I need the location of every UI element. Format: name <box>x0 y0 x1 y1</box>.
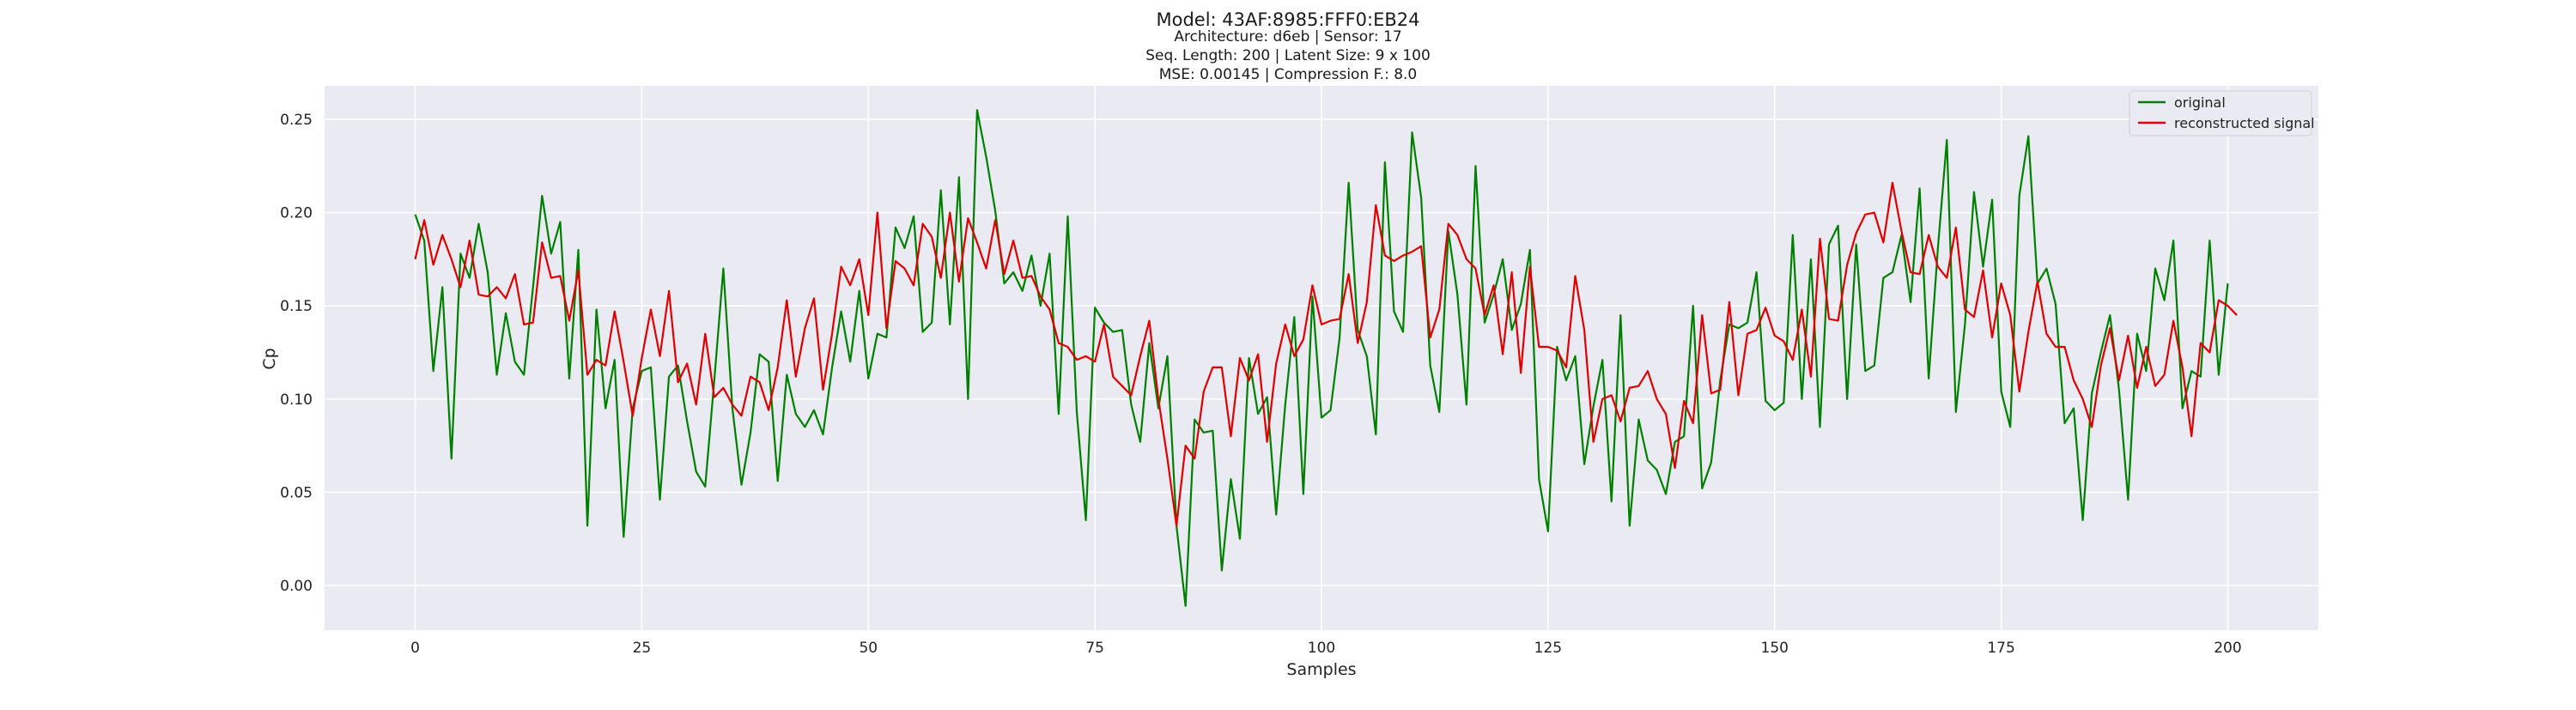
x-tick-label: 150 <box>1761 640 1789 657</box>
y-axis-ticks: 0.00 0.05 0.10 0.15 0.20 0.25 <box>280 112 313 595</box>
chart-subtitle-line-1: Architecture: d6eb | Sensor: 17 <box>1174 28 1401 46</box>
legend-label-original: original <box>2174 94 2226 111</box>
y-tick-label: 0.15 <box>280 298 313 315</box>
x-axis-label: Samples <box>1286 660 1356 679</box>
x-tick-label: 175 <box>1987 640 2014 657</box>
x-tick-label: 200 <box>2214 640 2241 657</box>
series-line-original <box>414 109 2229 607</box>
legend: original reconstructed signal <box>2129 90 2315 137</box>
series-layer <box>414 109 2238 607</box>
x-tick-label: 125 <box>1534 640 1562 657</box>
chart-subtitle-line-2: Seq. Length: 200 | Latent Size: 9 x 100 <box>1145 47 1431 64</box>
chart-subtitle-line-3: MSE: 0.00145 | Compression F.: 8.0 <box>1159 66 1418 83</box>
x-axis-ticks: 0 25 50 75 100 125 150 175 200 <box>410 640 2242 657</box>
y-tick-label: 0.05 <box>280 484 313 501</box>
series-line-reconstructed-signal <box>414 181 2238 527</box>
y-tick-label: 0.10 <box>280 391 313 409</box>
x-tick-label: 50 <box>859 640 878 657</box>
grid-lines <box>325 86 2318 630</box>
y-tick-label: 0.20 <box>280 205 313 222</box>
legend-label-reconstructed-signal: reconstructed signal <box>2174 115 2315 131</box>
x-tick-label: 25 <box>633 640 652 657</box>
y-tick-label: 0.25 <box>280 112 313 129</box>
x-tick-label: 75 <box>1085 640 1104 657</box>
y-tick-label: 0.00 <box>280 578 313 595</box>
x-tick-label: 0 <box>410 640 420 657</box>
y-axis-label: Cp <box>260 348 279 369</box>
legend-box <box>2129 90 2312 137</box>
chart-title: Model: 43AF:8985:FFF0:EB24 <box>1156 9 1419 30</box>
x-tick-label: 100 <box>1308 640 1335 657</box>
